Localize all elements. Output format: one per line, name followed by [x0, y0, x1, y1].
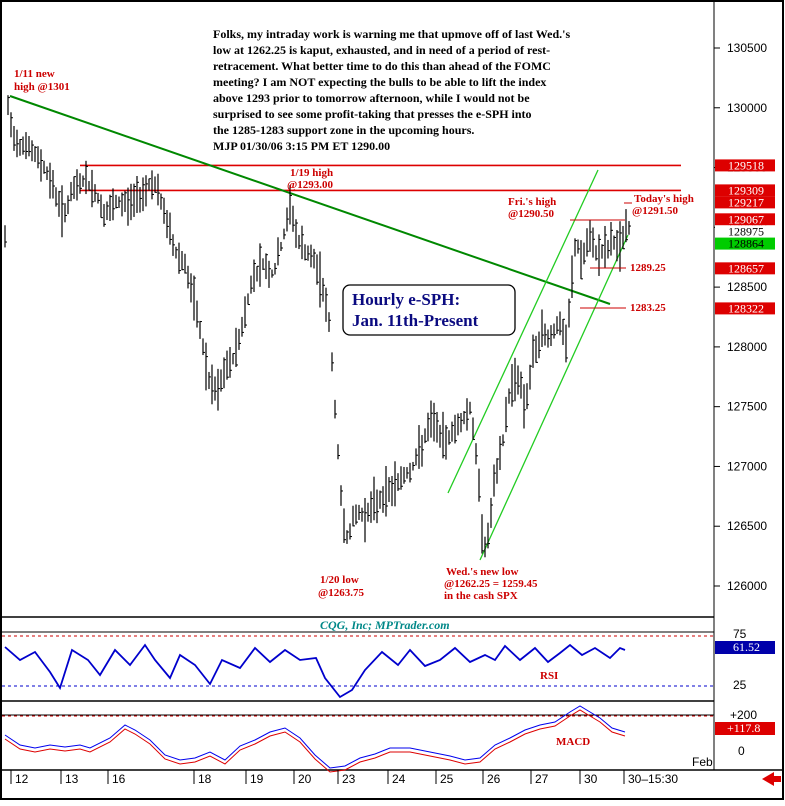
commentary-line: Folks, my intraday work is warning me th… [213, 27, 570, 41]
macd-signal-line [4, 709, 626, 773]
chart-title-frame [342, 284, 516, 336]
x-axis-label: 19 [250, 772, 264, 786]
price-y-tick-label: 127500 [727, 400, 767, 414]
annotation-wed-low: in the cash SPX [444, 590, 518, 602]
source-label: CQG, Inc; MPTrader.com [320, 618, 450, 632]
annotation-wed-low: Wed.'s new low [446, 566, 518, 578]
x-axis-label: 13 [65, 772, 79, 786]
commentary-block: Folks, my intraday work is warning me th… [213, 27, 570, 153]
annotation-fri-high: Fri.'s high [508, 196, 556, 208]
price-flag-label: 128657 [728, 261, 764, 275]
rsi-tick-75: 75 [733, 627, 747, 641]
price-y-tick-label: 126000 [727, 579, 767, 593]
macd-value-flag [715, 722, 775, 735]
price-flag-label: 128322 [728, 301, 764, 315]
annotation-wed-low: @1262.25 = 1259.45 [444, 578, 538, 590]
annotation-jan11-high: high @1301 [14, 81, 70, 93]
price-flag-label: 128975 [728, 224, 764, 238]
price-flag-label: 129309 [728, 183, 764, 197]
commentary-signature: MJP 01/30/06 3:15 PM ET 1290.00 [213, 139, 390, 153]
price-y-tick-label: 130500 [727, 41, 767, 55]
commentary-line: retracement. What better time to do this… [213, 59, 551, 73]
price-flag-label: 129067 [728, 212, 764, 226]
commentary-line: low at 1262.25 is kaput, exhausted, and … [213, 43, 550, 57]
x-axis-label: 12 [15, 772, 29, 786]
price-flag [715, 196, 775, 209]
annotation-level-128925: 1289.25 [630, 262, 666, 274]
price-flag-label: 129217 [728, 195, 764, 209]
annotation-fri-high: @1290.50 [508, 208, 554, 220]
rsi-value-label: 61.52 [733, 640, 760, 654]
price-flag-label: 128864 [728, 237, 764, 251]
macd-line [4, 705, 626, 769]
x-axis-label: 25 [440, 772, 454, 786]
price-flag [715, 237, 775, 250]
annotation-jan19-high: 1/19 high [290, 167, 333, 179]
x-axis: 12 13 16 18 19 20 23 24 25 26 27 30 30–15:30 [10, 770, 678, 786]
price-flag [715, 262, 775, 275]
x-axis-label: 18 [198, 772, 212, 786]
macd-series-label: MACD [556, 736, 590, 748]
chart-title-line-1: Hourly e-SPH: [352, 290, 460, 309]
price-flag [715, 159, 775, 172]
annotation-jan19-high: @1293.00 [287, 179, 333, 191]
macd-tick-0: 0 [738, 744, 745, 758]
macd-tick-200: +200 [730, 708, 757, 722]
x-axis-label: 26 [487, 772, 501, 786]
x-axis-label: 16 [112, 772, 126, 786]
price-y-tick-label: 126500 [727, 519, 767, 533]
rsi-series-label: RSI [540, 670, 558, 682]
downtrend-line [9, 95, 611, 305]
commentary-line: meeting? I am NOT expecting the bulls to… [213, 75, 546, 89]
annotation-today-high: @1291.50 [632, 205, 678, 217]
x-axis-label: 27 [535, 772, 549, 786]
rsi-tick-25: 25 [733, 678, 747, 692]
x-axis-label: 30 [584, 772, 598, 786]
scroll-arrow-icon[interactable] [762, 772, 781, 786]
annotation-level-128325: 1283.25 [630, 302, 666, 314]
channel-lower-line [479, 234, 629, 561]
rsi-line [4, 643, 626, 699]
macd-value-label: +117.8 [727, 721, 760, 735]
chart-title-box: Hourly e-SPH: Jan. 11th-Present [342, 284, 516, 336]
price-y-tick-label: 128000 [727, 340, 767, 354]
macd-panel: +200 0 +117.8 MACD [2, 705, 775, 773]
price-flag-label: 129518 [728, 158, 764, 172]
commentary-line: surprised to see some profit-taking that… [213, 107, 532, 121]
rsi-panel: CQG, Inc; MPTrader.com 75 25 61.52 RSI [2, 618, 775, 699]
resistance-lines [80, 164, 681, 192]
x-axis-label: 30–15:30 [628, 772, 678, 786]
price-bars [4, 95, 631, 558]
x-axis-label: 23 [342, 772, 356, 786]
x-month-label: Feb [692, 755, 713, 769]
annotation-jan20-low: 1/20 low [320, 574, 359, 586]
price-flag [715, 225, 775, 238]
price-flag [715, 213, 775, 226]
annotation-jan11-high: 1/11 new [14, 68, 55, 80]
price-flag [715, 302, 775, 315]
annotations: 1/11 new high @1301 1/19 high @1293.00 1… [14, 68, 694, 602]
annotation-today-high: Today's high [634, 193, 694, 205]
price-y-tick-label: 128500 [727, 280, 767, 294]
price-y-tick-label: 130000 [727, 101, 767, 115]
commentary-line: above 1293 prior to tomorrow afternoon, … [213, 91, 530, 105]
chart-title-line-2: Jan. 11th-Present [352, 311, 479, 330]
annotation-jan20-low: @1263.75 [318, 587, 364, 599]
rsi-value-flag [715, 641, 775, 654]
price-flag [715, 184, 775, 197]
price-y-tick-label: 127000 [727, 459, 767, 473]
x-axis-label: 20 [298, 772, 312, 786]
x-axis-label: 24 [392, 772, 406, 786]
commentary-line: the 1285-1283 support zone in the upcomi… [213, 123, 474, 137]
